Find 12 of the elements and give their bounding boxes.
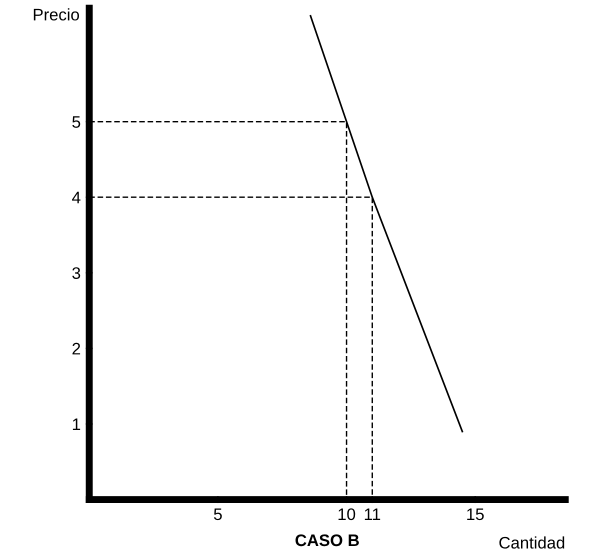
- y-axis-title: Precio: [34, 8, 80, 21]
- text: CASO B: [296, 534, 359, 546]
- y-tick-label: 4: [72, 192, 80, 204]
- x-tick-label: 10: [338, 508, 356, 520]
- x-tick-label: 15: [467, 508, 484, 520]
- y-tick-label: 5: [72, 116, 80, 128]
- x-tick-label: 5: [214, 508, 222, 520]
- y-tick-label: 2: [72, 342, 80, 354]
- y-tick-label: 3: [72, 267, 80, 280]
- x-tick-label: 11: [364, 508, 380, 520]
- y-tick-label: 1: [72, 418, 80, 430]
- x-axis-title: Cantidad: [499, 536, 564, 549]
